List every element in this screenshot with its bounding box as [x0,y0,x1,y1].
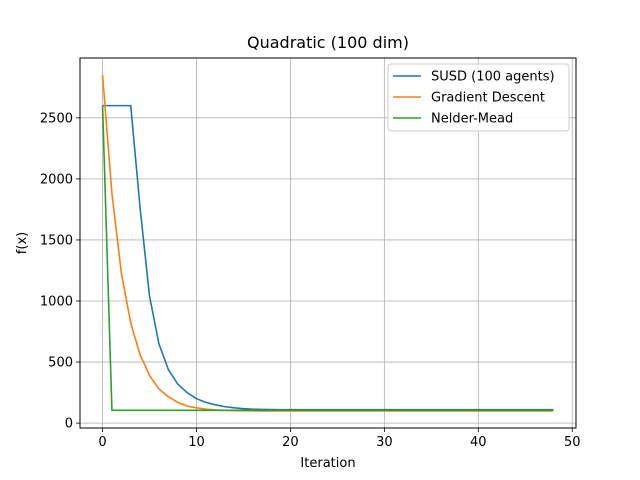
chart-title: Quadratic (100 dim) [247,33,409,52]
y-tick-label: 0 [65,417,73,432]
y-tick-label: 1000 [40,295,73,310]
grid [80,58,576,428]
y-tick-label: 1500 [40,233,73,248]
legend-label: Nelder-Mead [431,112,513,127]
x-tick-label: 40 [470,435,487,450]
series-lines [101,75,554,412]
x-tick-label: 0 [98,435,106,450]
legend: SUSD (100 agents) Gradient Descent Nelder-… [387,63,570,132]
y-tick-label: 2000 [40,172,73,187]
y-axis-label: f(x) [15,232,30,254]
x-tick-label: 20 [282,435,299,450]
legend-label: SUSD (100 agents) [431,70,555,85]
y-tick-label: 500 [48,356,73,371]
series-line-0 [102,104,554,411]
x-tick-label: 50 [564,435,581,450]
x-axis-label: Iteration [300,456,355,471]
x-tick-label: 10 [188,435,205,450]
legend-box [387,63,570,132]
y-tick-label: 2500 [40,111,73,126]
x-tick-label: 30 [376,435,393,450]
series-line-2 [101,105,554,412]
plot-frame [79,57,577,429]
legend-label: Gradient Descent [431,91,545,106]
